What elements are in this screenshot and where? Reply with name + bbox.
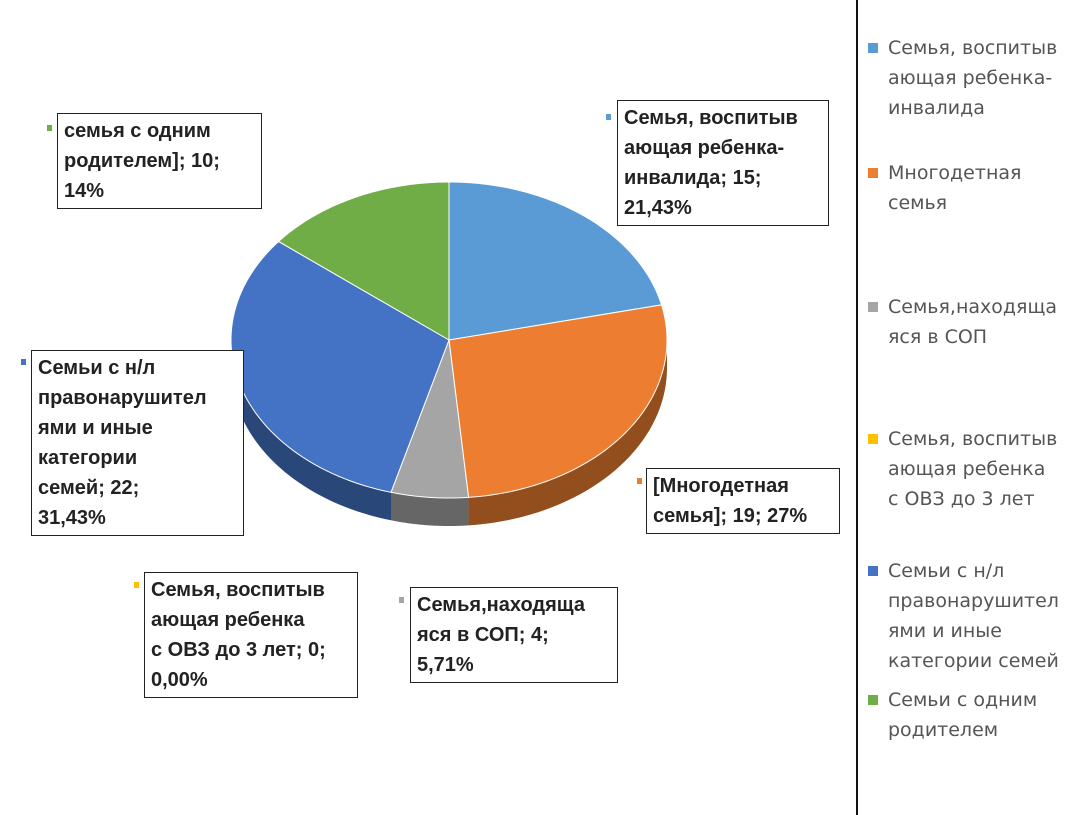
data-label-line: семей; 22; (38, 477, 140, 499)
pie-top-layer (230, 181, 668, 499)
data-label-line: семья]; 19; 27% (653, 505, 808, 527)
data-label-line: 5,71% (417, 654, 474, 676)
legend-swatch (868, 695, 878, 705)
pie-slice-side-2 (391, 492, 469, 526)
data-label-line: Семья, воспитыв (151, 579, 325, 601)
pie-slice-side-4 (231, 340, 391, 521)
data-label-line: 14% (64, 180, 105, 202)
data-label-5: семья с одним родителем]; 10; 14% (57, 113, 262, 209)
data-label-line: категории (38, 447, 138, 469)
legend-label: Семьи с одним родителем (888, 685, 1037, 745)
legend-label-line: с ОВЗ до 3 лет (888, 488, 1035, 510)
pie-slice-0 (448, 181, 663, 341)
data-label-0: Семья, воспитыв ающая ребенка-инвалида; 1… (617, 100, 829, 226)
data-label-line: ями и иные (38, 417, 153, 439)
legend-label-line: Семьи с н/л (888, 560, 1005, 582)
data-label-line: семья с одним (64, 120, 211, 142)
data-label-line: яся в СОП; 4; (417, 624, 549, 646)
data-label-3: Семья, воспитыв ающая ребенка с ОВЗ до 3 л… (144, 572, 358, 698)
data-label-line: 31,43% (38, 507, 106, 529)
pie-slice-5 (277, 181, 450, 341)
pie-slice-2 (390, 339, 470, 499)
data-label-2: Семья,находяща яся в СОП; 4; 5,71% (410, 587, 618, 683)
legend-swatch (868, 43, 878, 53)
legend-label-line: ающая ребенка- (888, 67, 1053, 89)
legend-label-line: Семья, воспитыв (888, 428, 1058, 450)
data-label-line: 21,43% (624, 197, 692, 219)
data-label-marker-1 (637, 478, 642, 484)
pie-depth-layer (231, 340, 667, 526)
legend-swatch (868, 566, 878, 576)
legend-label-line: правонарушител (888, 590, 1059, 612)
pie-slice-1 (448, 304, 668, 498)
legend-swatch (868, 168, 878, 178)
data-label-line: 0,00% (151, 669, 208, 691)
data-label-line: инвалида; 15; (624, 167, 762, 189)
legend-divider (856, 0, 858, 815)
data-label-marker-0 (606, 114, 611, 120)
legend-label: Семьи с н/л правонарушител ями и иные катег… (888, 556, 1059, 676)
data-label-line: Семья, воспитыв (624, 107, 798, 129)
data-label-marker-5 (47, 125, 52, 131)
data-label-line: правонарушител (38, 387, 207, 409)
legend-label-line: семья (888, 192, 948, 214)
legend-swatch (868, 302, 878, 312)
legend-label-line: Семья,находяща (888, 296, 1057, 318)
data-label-line: Семьи с н/л (38, 357, 156, 379)
data-label-line: с ОВЗ до 3 лет; 0; (151, 639, 326, 661)
legend-label-line: ающая ребенка (888, 458, 1046, 480)
legend-label: Семья,находяща яся в СОП (888, 292, 1057, 352)
data-label-line: [Многодетная (653, 475, 789, 497)
legend-label-line: яся в СОП (888, 326, 988, 348)
data-label-marker-3 (134, 582, 139, 588)
legend-label: Многодетная семья (888, 158, 1021, 218)
legend-label-line: Семьи с одним (888, 689, 1038, 711)
data-label-line: ающая ребенка (151, 609, 305, 631)
pie-slice-side-1 (468, 340, 667, 526)
legend-label-line: категории семей (888, 650, 1059, 672)
legend-label: Семья, воспитыв ающая ребенка с ОВЗ до 3 л… (888, 424, 1057, 514)
data-label-1: [Многодетная семья]; 19; 27% (646, 468, 840, 534)
legend-label-line: ями и иные (888, 620, 1002, 642)
data-label-marker-4 (21, 359, 26, 365)
legend-label-line: Многодетная (888, 162, 1022, 184)
legend-swatch (868, 434, 878, 444)
data-label-4: Семьи с н/л правонарушител ями и иные катег… (31, 350, 244, 536)
legend-label-line: Семья, воспитыв (888, 37, 1058, 59)
data-label-marker-2 (399, 597, 404, 603)
legend-label-line: инвалида (888, 97, 985, 119)
data-label-line: Семья,находяща (417, 594, 586, 616)
legend-label-line: родителем (888, 719, 999, 741)
data-label-line: ающая ребенка- (624, 137, 785, 159)
legend-label: Семья, воспитыв ающая ребенка-инвалида (888, 33, 1057, 123)
data-label-line: родителем]; 10; (64, 150, 220, 172)
